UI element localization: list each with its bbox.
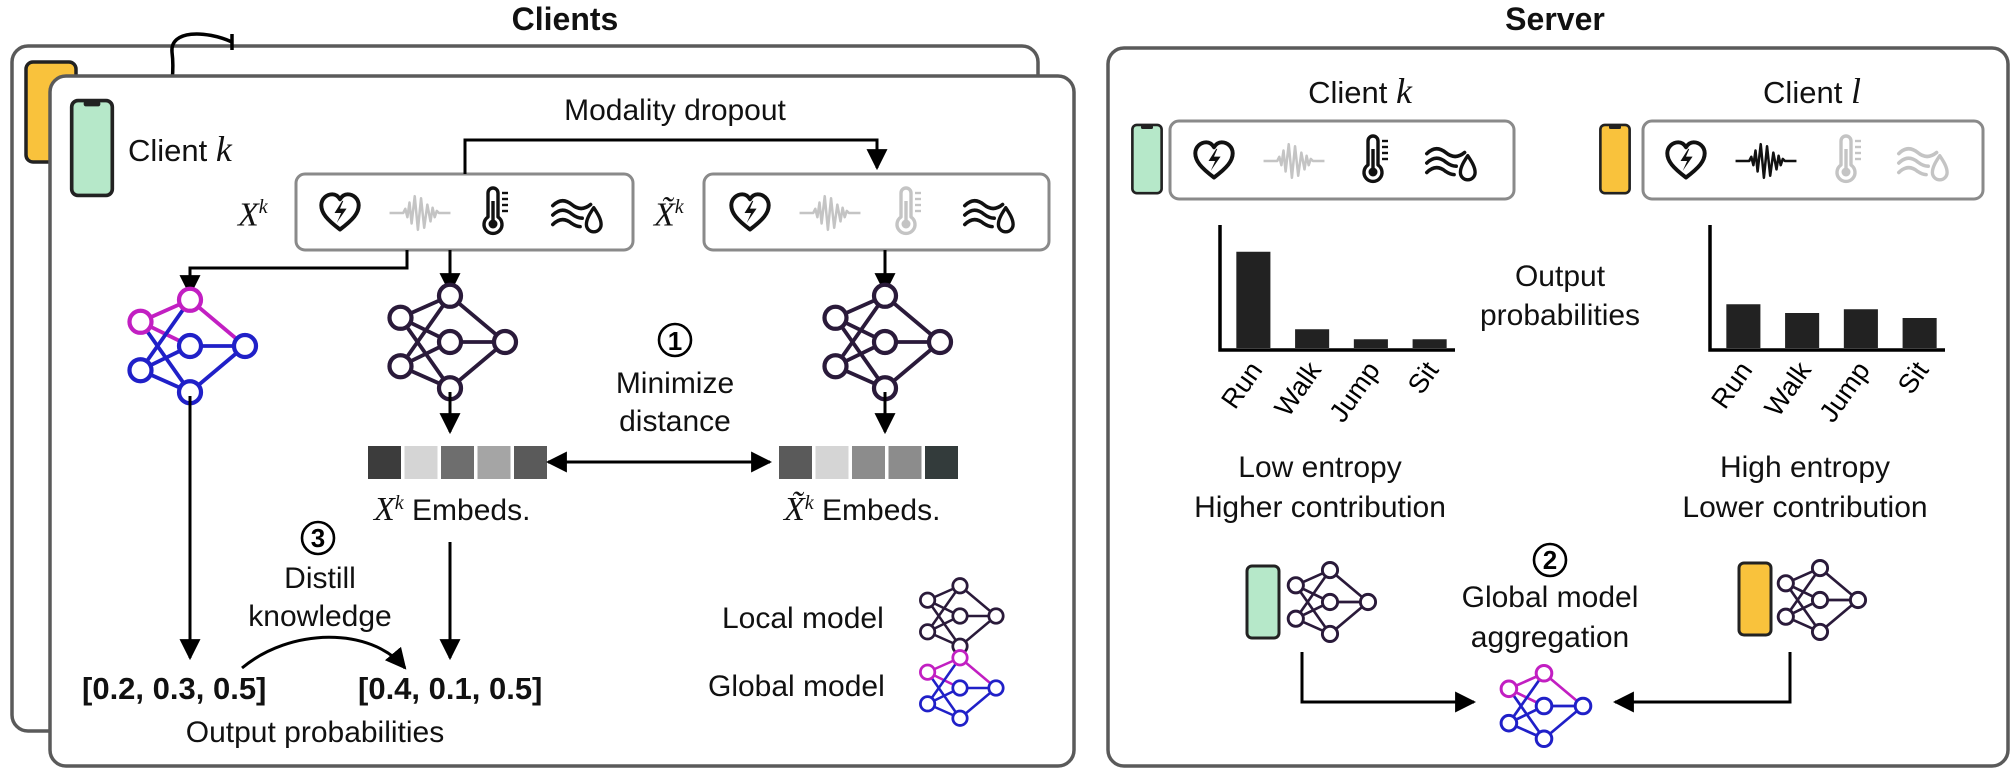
step-2-badge <box>1532 542 1568 578</box>
input-modalities-box <box>294 172 635 252</box>
bar-sit <box>1902 318 1937 348</box>
step-1-badge <box>657 322 693 358</box>
clients-title: Clients <box>511 1 619 37</box>
client-k-label: Client k <box>128 129 232 169</box>
server-client-k-phone-icon <box>1131 123 1163 195</box>
client-k-entropy-caption: Low entropy Higher contribution <box>1194 451 1446 524</box>
client-l-local-model-icon <box>1776 559 1868 641</box>
aggregation-arrow-from-k <box>1300 652 1477 713</box>
legend-global-label: Global model <box>708 670 885 703</box>
aggregation-phone-k-icon <box>1245 564 1281 640</box>
distill-knowledge-label: Distill knowledge <box>248 562 392 633</box>
server-client-l-phone-icon <box>1599 123 1631 195</box>
client-l-entropy-caption: High entropy Lower contribution <box>1682 451 1928 524</box>
embedding-cell <box>514 446 547 479</box>
output-probabilities-server-label: Output probabilities <box>1479 260 1641 332</box>
embedding-cell <box>815 446 849 479</box>
embedding-cell <box>368 446 401 479</box>
step-1-number: 1 <box>668 326 682 356</box>
output-probabilities-label: Output probabilities <box>185 716 445 749</box>
client-k-local-model-icon <box>1286 561 1378 643</box>
aggregated-global-model-icon <box>1499 663 1593 749</box>
distill-knowledge-arrow <box>241 635 407 670</box>
client-k-phone-icon <box>69 98 115 198</box>
input-label: Xk <box>238 196 268 234</box>
local-model-icon <box>387 282 519 402</box>
global-model-aggregation-label: Global model aggregation <box>1461 581 1639 654</box>
bar-jump <box>1353 339 1388 348</box>
local-model-icon <box>822 282 954 402</box>
aggregation-arrow-from-l <box>1612 652 1792 713</box>
server-client-k-label: Client k <box>1308 71 1412 111</box>
bar-run <box>1726 304 1761 348</box>
arrow-to-global-model <box>179 250 409 297</box>
step-2-number: 2 <box>1543 545 1557 575</box>
legend-local-model-icon <box>919 577 1005 655</box>
bar-run <box>1236 251 1271 348</box>
dropped-embeds-label: X̃k Embeds. <box>784 491 941 528</box>
embedding-cell <box>925 446 958 479</box>
embedding-vector-dropped <box>779 446 958 479</box>
legend-global-model-icon <box>919 649 1005 727</box>
embedding-cell <box>404 446 438 479</box>
embedding-vector <box>368 446 547 479</box>
server-client-l-modalities-box <box>1641 119 1985 201</box>
embeds-label: Xk Embeds. <box>374 491 531 528</box>
chart-axis <box>1218 225 1455 352</box>
step-3-number: 3 <box>311 523 325 553</box>
bar-jump <box>1843 309 1878 348</box>
legend-local-label: Local model <box>722 602 884 635</box>
bar-sit <box>1412 339 1447 348</box>
embedding-cell <box>477 446 511 479</box>
bar-walk <box>1785 313 1820 348</box>
modality-dropout-arrow <box>463 138 888 174</box>
dropped-modalities-box <box>702 172 1051 252</box>
global-model-probabilities: [0.2, 0.3, 0.5] <box>82 671 267 706</box>
minimize-distance-label: Minimize distance <box>615 367 735 438</box>
chart-axis <box>1708 225 1945 352</box>
server-client-k-modalities-box <box>1168 119 1516 201</box>
embedding-cell <box>779 446 812 479</box>
embedding-cell <box>888 446 922 479</box>
server-title: Server <box>1505 1 1605 37</box>
bar-walk <box>1295 329 1330 348</box>
aggregation-phone-l-icon <box>1737 561 1773 637</box>
embedding-cell <box>852 446 885 479</box>
dropped-input-label: X̃k <box>654 196 684 234</box>
step-3-badge <box>300 520 336 556</box>
modality-dropout-label: Modality dropout <box>564 94 786 127</box>
server-client-l-label: Client l <box>1763 71 1861 111</box>
embedding-cell <box>441 446 474 479</box>
global-model-icon <box>127 286 259 406</box>
local-model-probabilities: [0.4, 0.1, 0.5] <box>358 671 543 706</box>
